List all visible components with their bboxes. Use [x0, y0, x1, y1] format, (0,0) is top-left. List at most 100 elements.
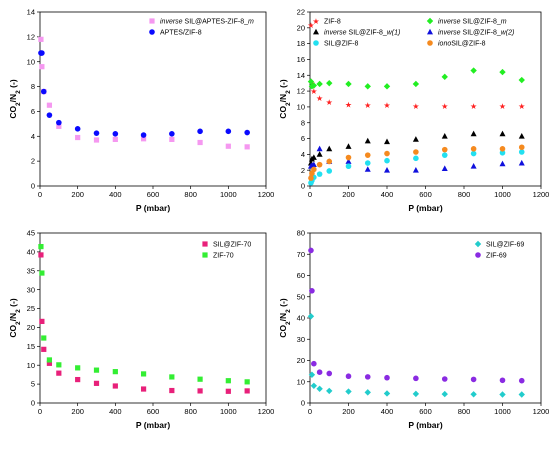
data-point	[93, 380, 100, 386]
x-axis-label: P (mbar)	[136, 203, 170, 213]
data-point	[46, 360, 53, 366]
data-point	[169, 136, 175, 142]
legend-marker	[427, 28, 433, 35]
data-point	[169, 131, 175, 137]
x-tick-label: 600	[147, 190, 160, 199]
data-point	[345, 143, 352, 149]
data-point	[384, 138, 390, 145]
y-tick-label: 6	[301, 134, 305, 143]
x-tick-label: 1000	[220, 190, 237, 199]
data-point	[364, 374, 371, 380]
data-point	[470, 163, 477, 169]
y-tick-label: 18	[297, 39, 305, 48]
y-tick-label: 10	[27, 361, 35, 370]
data-point: ★	[441, 102, 448, 111]
y-axis-label: CO2/N2 (-)	[8, 298, 22, 338]
data-point	[46, 357, 53, 363]
data-point	[384, 374, 390, 381]
y-tick-label: 70	[297, 250, 305, 259]
data-point	[384, 157, 390, 164]
x-tick-label: 1200	[533, 407, 550, 416]
y-tick-label: 10	[297, 377, 305, 386]
data-point	[311, 360, 317, 367]
data-point	[225, 388, 231, 394]
series-1	[38, 252, 250, 394]
x-tick-label: 1000	[494, 190, 511, 199]
data-point	[244, 379, 250, 385]
y-tick-label: 0	[31, 399, 35, 408]
y-tick-label: 8	[301, 118, 305, 127]
data-point	[413, 155, 419, 162]
data-point	[470, 150, 477, 157]
data-point	[364, 137, 371, 144]
series-2	[308, 247, 525, 384]
y-tick-label: 45	[27, 229, 35, 238]
data-point	[499, 68, 506, 76]
data-point: ★	[412, 102, 419, 111]
data-point	[441, 132, 448, 139]
data-point	[140, 386, 147, 392]
data-point	[412, 390, 420, 398]
series-2	[38, 244, 250, 385]
series-3	[307, 130, 525, 166]
data-point	[244, 129, 250, 136]
data-point	[310, 154, 317, 160]
data-point	[345, 388, 352, 395]
data-point	[169, 374, 175, 380]
data-point	[326, 168, 333, 174]
data-point	[41, 335, 47, 341]
y-tick-label: 12	[297, 87, 305, 96]
legend-marker	[202, 252, 208, 258]
data-point	[345, 163, 352, 170]
legend-label: ionoSIL@ZIF-8	[438, 41, 486, 48]
data-point	[316, 161, 323, 168]
y-tick-label: 4	[301, 150, 305, 159]
data-point	[197, 139, 203, 146]
legend-marker	[426, 17, 434, 25]
data-point	[309, 288, 315, 294]
data-point	[499, 149, 506, 156]
data-point	[499, 377, 506, 384]
data-point	[470, 376, 477, 383]
y-tick-label: 40	[27, 247, 35, 256]
y-tick-label: 14	[297, 71, 305, 80]
y-tick-label: 0	[31, 182, 35, 191]
data-point: ★	[307, 21, 314, 30]
data-point	[140, 132, 147, 138]
legend-marker	[313, 40, 319, 46]
data-point	[412, 80, 420, 88]
data-point	[412, 136, 419, 142]
data-point	[307, 78, 315, 85]
y-tick-label: 80	[297, 229, 305, 238]
data-point	[308, 175, 314, 181]
legend-marker: ★	[312, 17, 319, 26]
data-point	[169, 387, 175, 394]
y-tick-label: 5	[31, 380, 35, 389]
data-point	[46, 112, 53, 118]
data-point	[197, 388, 203, 394]
data-point	[518, 144, 525, 151]
legend-label: ZIF-69	[486, 253, 507, 260]
data-point	[244, 388, 250, 394]
plot-frame	[39, 11, 267, 187]
data-point	[470, 130, 477, 137]
data-point	[413, 149, 419, 155]
data-point	[41, 346, 47, 352]
y-tick-label: 6	[31, 107, 35, 116]
plot-frame	[309, 11, 542, 187]
data-point	[140, 136, 147, 142]
x-tick-label: 200	[342, 190, 355, 199]
data-point	[316, 80, 323, 88]
data-point	[499, 146, 506, 152]
data-point	[364, 166, 371, 172]
legend-marker	[427, 40, 433, 46]
data-point	[112, 136, 118, 142]
y-tick-label: 15	[27, 342, 35, 351]
data-point: ★	[345, 100, 352, 109]
x-tick-label: 600	[419, 190, 432, 199]
y-tick-label: 10	[297, 103, 305, 112]
data-point	[39, 318, 45, 324]
y-axis-label: CO2/N2 (-)	[278, 79, 292, 119]
x-tick-label: 1200	[533, 190, 550, 199]
x-tick-label: 800	[184, 190, 197, 199]
